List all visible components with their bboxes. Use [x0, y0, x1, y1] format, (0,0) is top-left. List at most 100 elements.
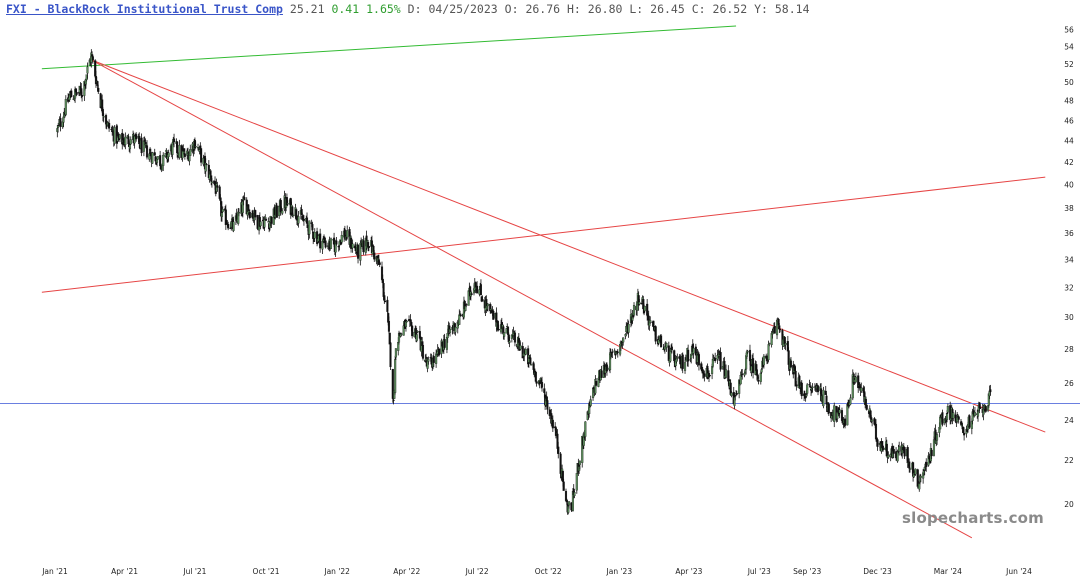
candle: [800, 379, 803, 400]
y-tick-label: 24: [1064, 416, 1074, 425]
candle: [784, 342, 787, 351]
candle: [730, 391, 733, 398]
candle: [860, 382, 863, 393]
candle: [391, 368, 394, 403]
candle: [903, 446, 906, 459]
candle: [70, 88, 73, 98]
candle: [611, 348, 614, 359]
candle: [129, 136, 132, 145]
candle: [946, 403, 949, 414]
candle: [936, 432, 939, 445]
candle: [735, 390, 738, 396]
candle: [908, 458, 911, 473]
open-value: 26.76: [525, 2, 561, 16]
candle: [481, 295, 484, 302]
candle: [254, 209, 257, 221]
candle: [681, 352, 684, 374]
candle: [432, 351, 435, 368]
y-tick-label: 42: [1064, 158, 1074, 167]
y-tick-label: 50: [1064, 78, 1074, 87]
candle: [963, 428, 966, 441]
candle: [697, 352, 701, 371]
candle: [568, 501, 571, 509]
candle: [162, 152, 165, 172]
candle: [627, 320, 630, 338]
candle: [118, 134, 121, 143]
last-price: 25.21: [289, 2, 325, 16]
candle: [822, 386, 825, 409]
candle: [204, 158, 207, 177]
symbol-link[interactable]: FXI - BlackRock Institutional Trust Comp: [6, 2, 283, 16]
trend-line-3[interactable]: [91, 59, 973, 539]
y-axis: 20 22 24 26 28 30 32 34 36 38 40 42 44 46 48 50 52 54 56: [1064, 26, 1074, 509]
candle: [173, 133, 176, 148]
watermark: slopecharts.com: [902, 509, 1044, 527]
close-label: C:: [691, 2, 706, 16]
candle: [479, 279, 483, 296]
trend-line-4[interactable]: [41, 176, 1046, 293]
candle: [178, 139, 181, 160]
candle: [97, 84, 100, 94]
candle: [200, 147, 203, 167]
candle: [127, 133, 130, 147]
x-tick-label: Apr '21: [111, 567, 138, 576]
candle: [220, 210, 224, 222]
candle: [335, 237, 338, 246]
y-tick-label: 46: [1064, 116, 1074, 125]
close-value: 26.52: [712, 2, 748, 16]
candle: [714, 352, 717, 363]
candle: [373, 250, 376, 262]
candle: [465, 303, 468, 308]
candle: [746, 349, 749, 354]
candle: [798, 374, 801, 388]
candle: [464, 305, 467, 312]
candle: [227, 221, 230, 231]
candle: [573, 491, 576, 499]
candle: [540, 376, 544, 392]
candle: [513, 330, 517, 347]
candle: [156, 156, 159, 161]
candle: [898, 441, 901, 456]
candle: [259, 221, 262, 230]
candle: [925, 458, 928, 472]
candle: [876, 439, 879, 451]
candle: [984, 405, 987, 413]
candle: [405, 319, 408, 323]
candle: [724, 364, 728, 379]
y-tick-label: 26: [1064, 379, 1074, 388]
y-tick-label: 20: [1064, 500, 1074, 509]
y-tick-label: 30: [1064, 313, 1074, 322]
candle: [311, 221, 314, 233]
candle: [779, 328, 782, 333]
candle: [421, 341, 425, 361]
candle: [968, 414, 971, 429]
x-tick-label: Oct '21: [253, 567, 280, 576]
candle: [324, 237, 327, 249]
candle: [394, 355, 397, 395]
candle: [529, 354, 532, 365]
y-tick-label: 28: [1064, 345, 1074, 354]
candle: [221, 206, 224, 213]
x-tick-label: Jul '22: [465, 567, 489, 576]
candle: [356, 244, 360, 264]
candle: [454, 323, 457, 336]
candle: [789, 356, 792, 369]
candle: [321, 239, 324, 255]
trend-line-1[interactable]: [41, 25, 737, 70]
candle: [243, 192, 246, 200]
candle: [210, 178, 213, 188]
x-tick-label: Jun '24: [1005, 567, 1032, 576]
candle: [932, 436, 936, 457]
candle: [930, 447, 933, 460]
candle: [124, 132, 127, 150]
candle: [389, 341, 392, 370]
candle: [575, 473, 578, 494]
trend-line-2[interactable]: [91, 59, 1046, 433]
candle: [692, 343, 695, 359]
candle: [578, 460, 581, 470]
candle: [384, 298, 387, 303]
candle: [957, 415, 960, 424]
candle: [427, 356, 430, 365]
candle: [851, 369, 854, 401]
